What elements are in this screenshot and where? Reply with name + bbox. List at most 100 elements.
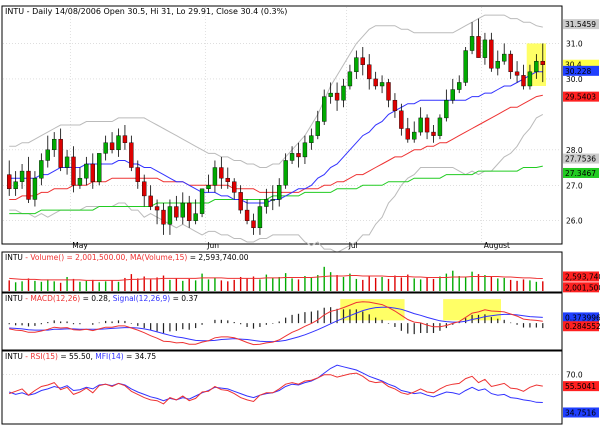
candle-body bbox=[52, 138, 57, 151]
price-tick-label: 31.0 bbox=[566, 39, 583, 48]
candle-body bbox=[450, 89, 455, 101]
price-value-label-bg bbox=[563, 91, 599, 102]
candle-body bbox=[379, 82, 385, 87]
sma-200-line bbox=[9, 165, 543, 215]
volume-axis: 2,593,740 2,001,500 bbox=[563, 271, 600, 293]
signal-value-label-bg bbox=[563, 312, 599, 323]
candle-body bbox=[97, 153, 102, 182]
price-tick-label: 26.0 bbox=[566, 217, 583, 226]
rsi-line bbox=[9, 372, 543, 405]
candle-body bbox=[270, 199, 275, 201]
candle-body bbox=[360, 57, 365, 65]
candle-body bbox=[405, 128, 410, 140]
month-label: May bbox=[72, 241, 88, 250]
candle-body bbox=[142, 181, 147, 197]
candle-body bbox=[489, 39, 494, 69]
mfi-value-label: 34.7516 bbox=[565, 408, 596, 417]
price-value-label-bg bbox=[563, 65, 599, 76]
candle-body bbox=[508, 53, 513, 73]
rsi-panel: 70.0 55.5041 34.7516 INTU - RSI(15) = 55.5… bbox=[1, 350, 599, 425]
candle-body bbox=[502, 53, 507, 62]
price-candles bbox=[7, 18, 545, 235]
rsi-lines bbox=[9, 364, 543, 405]
candle-body bbox=[180, 202, 185, 218]
candle-body bbox=[257, 206, 263, 229]
candle-body bbox=[392, 99, 398, 112]
candle-body bbox=[444, 99, 449, 119]
candle-body bbox=[187, 202, 192, 221]
lower-bollinger-band bbox=[9, 113, 544, 254]
candle-body bbox=[148, 195, 153, 207]
candle-body bbox=[495, 60, 500, 69]
macd-lines bbox=[9, 301, 543, 346]
macd-highlight-box bbox=[443, 299, 501, 321]
price-value-label-bg bbox=[563, 167, 599, 178]
candle-body bbox=[412, 131, 417, 140]
candle-body bbox=[135, 167, 140, 182]
candle-body bbox=[399, 110, 404, 129]
candle-body bbox=[341, 85, 346, 101]
candle-body bbox=[418, 117, 423, 133]
rsi-axis: 70.0 55.5041 34.7516 bbox=[563, 371, 599, 418]
candle-body bbox=[39, 160, 44, 179]
price-summary: - Daily 14/08/2006 Open 30.5, Hi 31, Lo … bbox=[24, 7, 287, 16]
signal-label: Signal(12,26,9) bbox=[110, 294, 170, 303]
candle-body bbox=[199, 188, 205, 214]
mfi-value: = 34.75 bbox=[124, 352, 157, 361]
month-label: Jun bbox=[206, 241, 219, 250]
candle-body bbox=[13, 181, 18, 190]
candle-body bbox=[116, 135, 121, 151]
candle-body bbox=[193, 213, 198, 221]
candle-body bbox=[424, 117, 430, 133]
volume-value-label: 2,001,500 bbox=[565, 283, 600, 292]
candle-body bbox=[77, 177, 83, 186]
candle-body bbox=[58, 138, 63, 168]
candle-body bbox=[309, 135, 314, 143]
candle-body bbox=[161, 209, 166, 225]
volume-ma-value: = 2,593,740.00 bbox=[187, 253, 248, 262]
candle-body bbox=[347, 71, 353, 87]
macd-line bbox=[9, 301, 543, 346]
candle-body bbox=[289, 153, 295, 161]
candle-body bbox=[334, 92, 340, 101]
candle-body bbox=[322, 96, 327, 122]
volume-ma-line bbox=[9, 275, 543, 281]
candle-body bbox=[90, 163, 95, 182]
candle-body bbox=[244, 209, 250, 221]
price-tick-label: 28.0 bbox=[566, 146, 583, 155]
candle-body bbox=[167, 206, 173, 225]
price-value-label: 30.228 bbox=[565, 67, 591, 76]
candle-body bbox=[45, 149, 50, 161]
price-value-label-bg bbox=[563, 59, 599, 70]
rsi-value-label: 55.5041 bbox=[565, 382, 596, 391]
candle-body bbox=[437, 117, 443, 136]
price-axis: 26.0 27.0 28.0 30.0 31.0 31.5459 30.430.228 29.… bbox=[563, 19, 599, 226]
upper-bollinger-band bbox=[9, 14, 543, 168]
candle-body bbox=[206, 185, 211, 190]
volume-label: - Volume( bbox=[23, 253, 61, 262]
candle-body bbox=[540, 60, 545, 65]
candle-body bbox=[315, 121, 320, 136]
rsi-ticker: INTU bbox=[5, 352, 23, 361]
mfi-value-label-bg bbox=[563, 407, 599, 418]
candle-body bbox=[71, 156, 76, 186]
macd-histogram bbox=[8, 307, 544, 335]
macd-value-label: 0.284552 bbox=[565, 322, 600, 331]
month-labels: May Jun Jul August bbox=[72, 241, 510, 250]
price-value-label-bg bbox=[563, 153, 599, 164]
candle-body bbox=[32, 177, 38, 200]
macd-header: INTU - MACD(12,26) = 0.28, Signal(12,26,… bbox=[5, 294, 198, 303]
candle-body bbox=[212, 167, 218, 186]
mfi-line bbox=[9, 364, 543, 403]
candle-body bbox=[431, 131, 436, 136]
price-value-label: 31.5459 bbox=[565, 20, 596, 29]
candle-body bbox=[7, 174, 12, 190]
candle-body bbox=[64, 156, 70, 168]
price-tick-label: 30.0 bbox=[566, 75, 583, 84]
candle-body bbox=[238, 192, 243, 211]
volume-ma-polyline bbox=[9, 275, 543, 281]
volume-ma-value-label: 2,593,740 bbox=[565, 272, 600, 281]
